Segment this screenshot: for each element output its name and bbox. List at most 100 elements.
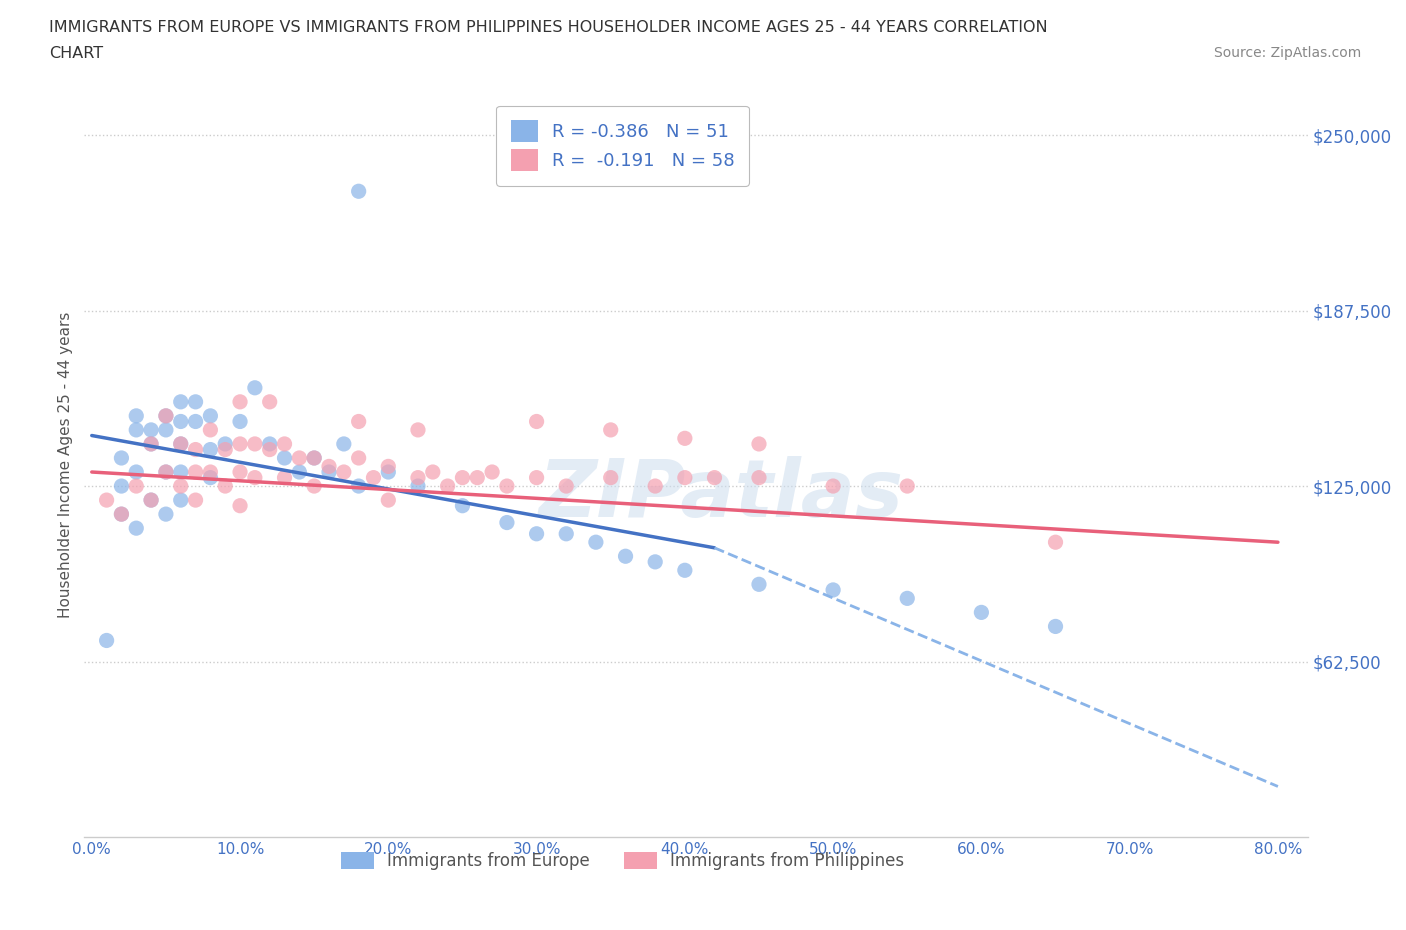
Point	[481, 465, 503, 480]
Point	[96, 633, 118, 648]
Point	[555, 479, 578, 494]
Point	[302, 450, 325, 465]
Point	[451, 498, 474, 513]
Point	[347, 184, 370, 199]
Point	[1045, 535, 1067, 550]
Point	[1045, 619, 1067, 634]
Point	[823, 582, 845, 597]
Point	[363, 471, 385, 485]
Point	[585, 535, 607, 550]
Point	[200, 422, 222, 437]
Point	[406, 479, 429, 494]
Point	[110, 450, 132, 465]
Point	[436, 479, 458, 494]
Point	[110, 507, 132, 522]
Text: CHART: CHART	[49, 46, 103, 61]
Point	[318, 459, 340, 474]
Point	[673, 563, 696, 578]
Point	[229, 436, 252, 451]
Point	[496, 479, 519, 494]
Point	[526, 526, 548, 541]
Point	[200, 465, 222, 480]
Point	[406, 471, 429, 485]
Point	[970, 604, 993, 619]
Point	[288, 465, 311, 480]
Point	[288, 450, 311, 465]
Point	[214, 442, 236, 457]
Point	[896, 479, 918, 494]
Point	[139, 493, 162, 508]
Point	[110, 479, 132, 494]
Point	[125, 479, 148, 494]
Point	[184, 465, 207, 480]
Point	[170, 436, 193, 451]
Point	[200, 471, 222, 485]
Point	[155, 465, 177, 480]
Legend: Immigrants from Europe, Immigrants from Philippines: Immigrants from Europe, Immigrants from …	[335, 845, 911, 877]
Point	[302, 479, 325, 494]
Point	[673, 431, 696, 445]
Point	[139, 436, 162, 451]
Point	[644, 479, 666, 494]
Point	[555, 526, 578, 541]
Point	[496, 515, 519, 530]
Point	[302, 450, 325, 465]
Point	[125, 521, 148, 536]
Point	[200, 408, 222, 423]
Point	[155, 408, 177, 423]
Point	[243, 471, 266, 485]
Y-axis label: Householder Income Ages 25 - 44 years: Householder Income Ages 25 - 44 years	[58, 312, 73, 618]
Point	[139, 422, 162, 437]
Point	[184, 394, 207, 409]
Point	[377, 459, 399, 474]
Point	[347, 450, 370, 465]
Point	[170, 436, 193, 451]
Point	[823, 479, 845, 494]
Point	[273, 436, 295, 451]
Point	[748, 436, 770, 451]
Point	[184, 493, 207, 508]
Point	[214, 436, 236, 451]
Point	[259, 394, 281, 409]
Point	[748, 577, 770, 591]
Point	[170, 394, 193, 409]
Point	[422, 465, 444, 480]
Point	[110, 507, 132, 522]
Point	[347, 414, 370, 429]
Point	[184, 442, 207, 457]
Point	[155, 465, 177, 480]
Point	[139, 436, 162, 451]
Point	[333, 465, 356, 480]
Point	[170, 414, 193, 429]
Point	[614, 549, 637, 564]
Point	[333, 436, 356, 451]
Point	[170, 493, 193, 508]
Point	[599, 422, 621, 437]
Point	[377, 493, 399, 508]
Point	[377, 465, 399, 480]
Point	[259, 442, 281, 457]
Point	[644, 554, 666, 569]
Point	[155, 408, 177, 423]
Point	[229, 414, 252, 429]
Point	[599, 471, 621, 485]
Point	[406, 422, 429, 437]
Point	[155, 507, 177, 522]
Point	[318, 465, 340, 480]
Point	[139, 493, 162, 508]
Point	[243, 436, 266, 451]
Text: IMMIGRANTS FROM EUROPE VS IMMIGRANTS FROM PHILIPPINES HOUSEHOLDER INCOME AGES 25: IMMIGRANTS FROM EUROPE VS IMMIGRANTS FRO…	[49, 20, 1047, 35]
Point	[184, 414, 207, 429]
Point	[200, 442, 222, 457]
Point	[526, 471, 548, 485]
Point	[125, 422, 148, 437]
Point	[243, 380, 266, 395]
Text: Source: ZipAtlas.com: Source: ZipAtlas.com	[1213, 46, 1361, 60]
Point	[125, 465, 148, 480]
Point	[703, 471, 725, 485]
Point	[748, 471, 770, 485]
Point	[451, 471, 474, 485]
Point	[259, 436, 281, 451]
Point	[229, 498, 252, 513]
Point	[273, 471, 295, 485]
